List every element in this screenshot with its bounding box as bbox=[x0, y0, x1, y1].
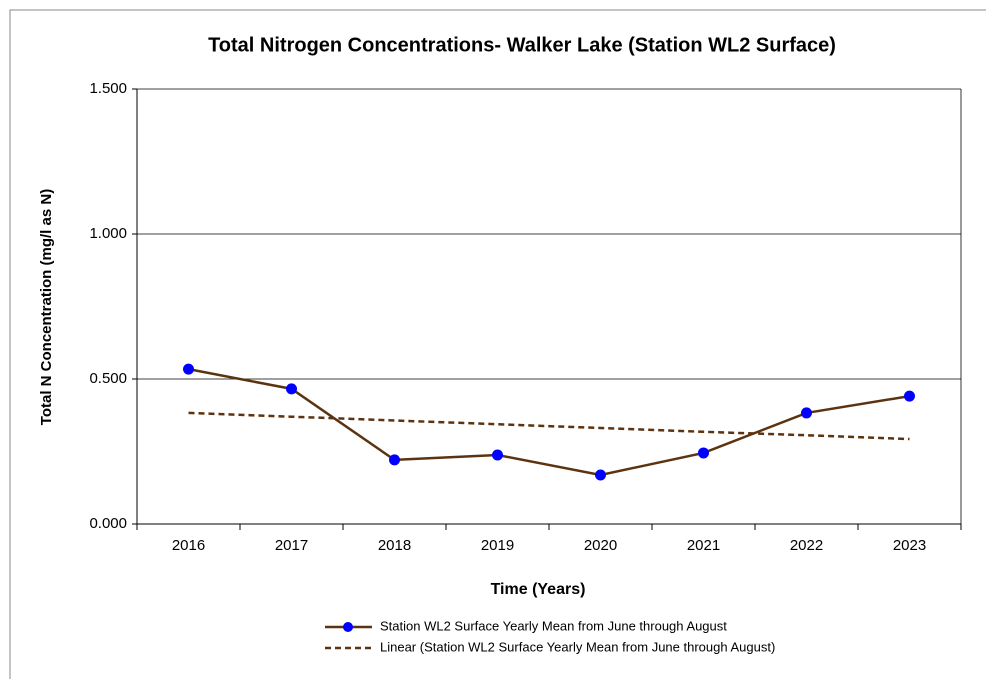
x-tick-label: 2019 bbox=[481, 537, 514, 554]
legend-marker bbox=[343, 622, 353, 632]
x-axis-title: Time (Years) bbox=[491, 581, 586, 598]
legend-label: Linear (Station WL2 Surface Yearly Mean … bbox=[380, 639, 775, 654]
x-tick-label: 2023 bbox=[893, 537, 926, 554]
data-point bbox=[183, 363, 194, 375]
x-tick-label: 2017 bbox=[275, 537, 308, 554]
series-line bbox=[188, 367, 910, 477]
trend-line bbox=[188, 411, 910, 441]
x-tick-label: 2018 bbox=[378, 537, 411, 554]
data-point bbox=[286, 383, 297, 395]
data-point bbox=[595, 469, 606, 481]
y-axis-title: Total N Concentration (mg/l as N) bbox=[38, 189, 55, 425]
data-point bbox=[904, 390, 915, 402]
y-tick-label: 1.000 bbox=[89, 225, 127, 242]
x-tick-label: 2021 bbox=[687, 537, 720, 554]
y-tick-label: 0.500 bbox=[89, 370, 127, 387]
legend-label: Station WL2 Surface Yearly Mean from Jun… bbox=[380, 618, 727, 633]
x-tick-label: 2020 bbox=[584, 537, 617, 554]
data-point bbox=[801, 407, 812, 419]
x-tick-label: 2022 bbox=[790, 537, 823, 554]
data-point bbox=[492, 449, 503, 461]
data-point bbox=[389, 454, 400, 466]
chart-title: Total Nitrogen Concentrations- Walker La… bbox=[208, 34, 836, 56]
x-tick-label: 2016 bbox=[172, 537, 205, 554]
chart-frame bbox=[9, 9, 986, 679]
y-tick-label: 1.500 bbox=[89, 80, 127, 97]
y-tick-label: 0.000 bbox=[89, 515, 127, 532]
data-point bbox=[698, 447, 709, 459]
